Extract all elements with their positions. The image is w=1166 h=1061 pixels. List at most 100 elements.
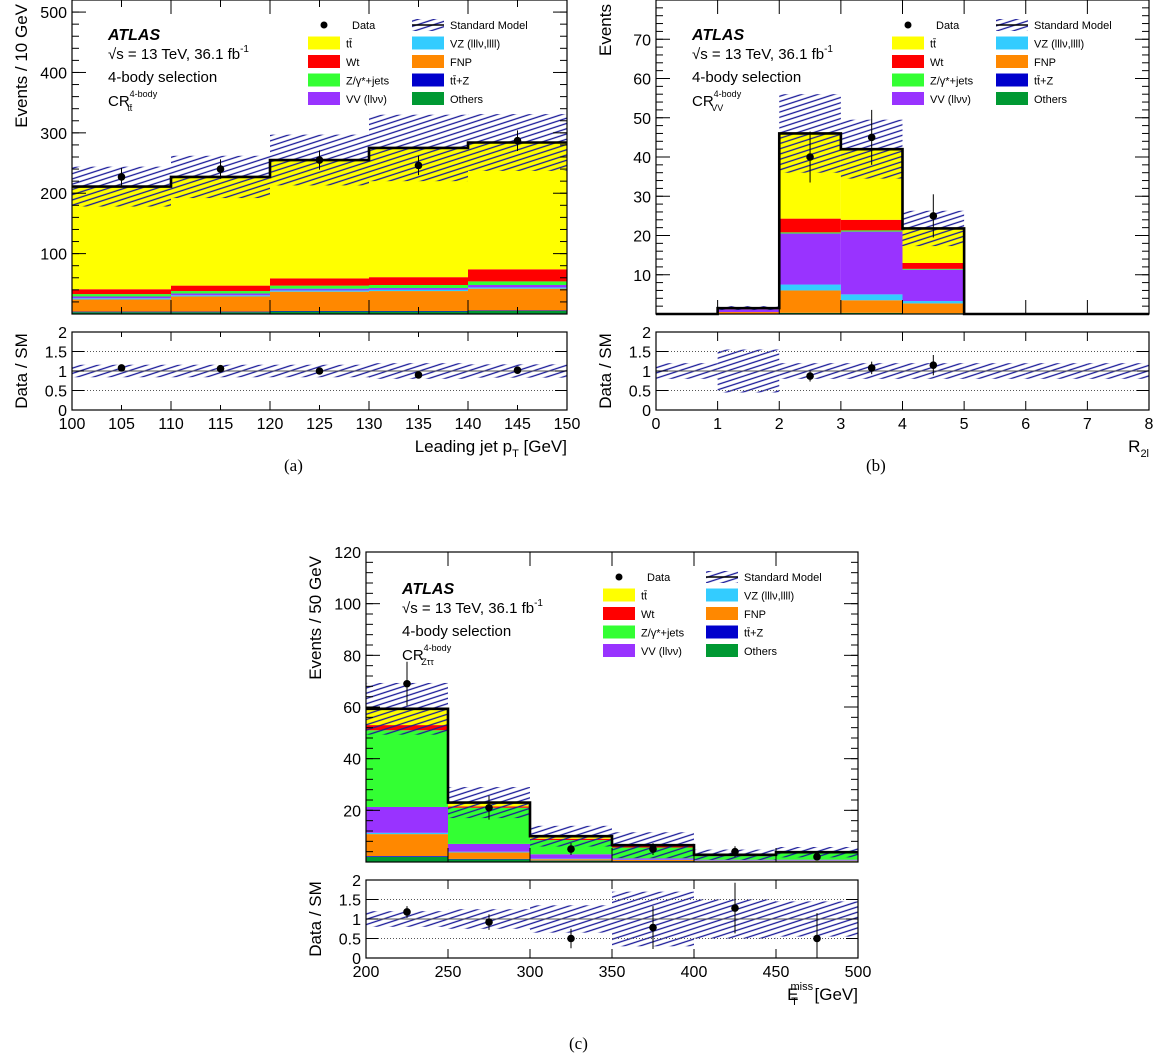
stack-bar-fnp-bin-2 — [270, 291, 369, 311]
stack-bar-ttz-bin-0 — [366, 856, 448, 857]
data-point-3 — [649, 845, 657, 853]
x-tick-label-9: 145 — [504, 416, 531, 433]
x-tick-label-3: 115 — [208, 416, 234, 433]
y-tick-label-1: 20 — [633, 229, 651, 246]
atlas-label: ATLAS — [401, 581, 454, 598]
legend-data-label: Data — [936, 20, 960, 32]
stack-bar-fnp-bin-4 — [694, 860, 776, 862]
ratio-point-3 — [414, 371, 423, 379]
ratio-point-0 — [117, 364, 126, 372]
data-point-2 — [315, 156, 324, 164]
stack-bar-vz-bin-2 — [270, 290, 369, 292]
y-tick-label-2: 30 — [633, 189, 651, 206]
legend-label-ttbar: tt̄ — [641, 590, 647, 602]
legend-swatch-wt — [892, 55, 924, 68]
x-tick-label-8: 140 — [455, 416, 482, 433]
stack-bar-vz-bin-2 — [530, 858, 612, 860]
legend-data-label: Data — [352, 20, 376, 32]
stack-bar-vz-bin-4 — [468, 287, 567, 289]
stack-bar-zjets-bin-3 — [369, 285, 468, 289]
stack-bar-fnp-bin-1 — [717, 312, 780, 314]
ratio-y-tick-label-2: 1 — [642, 364, 651, 381]
stack-bar-vv-bin-4 — [694, 859, 776, 861]
data-point-2 — [567, 845, 575, 853]
stack-bar-fnp-bin-5 — [776, 860, 858, 862]
chart-panel-a: 100 200 300 400 500 Events / 10 GeV 100 105 110 1… — [12, 0, 580, 460]
x-tick-label-5: 125 — [306, 416, 333, 433]
legend-label-vz: VZ (lllν,llll) — [450, 39, 500, 51]
region-label: CR4-body tt̄ — [108, 89, 158, 113]
legend-label-fnp: FNP — [450, 57, 472, 69]
y-axis-title: Events / 50 GeV — [306, 555, 325, 679]
stack-bar-vv-bin-4 — [468, 285, 567, 288]
legend-swatch-zjets — [603, 625, 635, 639]
ratio-y-tick-label-1: 0.5 — [629, 384, 651, 401]
legend-label-wt: Wt — [641, 609, 654, 621]
legend-label-ttz: tt̄+Z — [1034, 75, 1054, 87]
ratio-y-axis-title: Data / SM — [306, 881, 325, 957]
stack-bar-zjets-bin-2 — [270, 285, 369, 289]
y-tick-label-4: 100 — [334, 597, 361, 614]
caption-b: (b) — [866, 456, 886, 475]
ratio-y-tick-label-4: 2 — [642, 325, 651, 342]
region-label: CR4-body VV — [692, 89, 742, 113]
legend-swatch-ttbar — [892, 36, 924, 50]
legend-data-marker — [320, 21, 328, 29]
stack-bar-vv-bin-3 — [612, 858, 694, 860]
energy-lumi-label: √s = 13 TeV, 36.1 fb-1 — [402, 598, 543, 617]
stack-bar-zjets-bin-4 — [902, 268, 965, 270]
stack-bar-vv-bin-3 — [369, 288, 468, 290]
x-tick-label-7: 7 — [1083, 416, 1092, 433]
legend-label-vv: VV (llνν) — [641, 646, 682, 658]
stack-bar-fnp-bin-4 — [902, 303, 965, 314]
x-tick-label-1: 105 — [108, 416, 135, 433]
legend-swatch-fnp — [412, 55, 444, 68]
legend-swatch-ttz — [412, 73, 444, 87]
data-point-1 — [485, 803, 493, 812]
legend-label-ttz: tt̄+Z — [450, 75, 470, 87]
y-tick-label-0: 10 — [633, 268, 651, 285]
ratio-point-2 — [567, 934, 575, 943]
legend-swatch-zjets — [892, 73, 924, 87]
ratio-point-1 — [216, 364, 225, 373]
x-tick-label-6: 130 — [356, 416, 383, 433]
legend-label-vv: VV (llνν) — [930, 94, 971, 106]
stack-bar-fnp-bin-2 — [779, 290, 841, 313]
ratio-point-0 — [403, 908, 411, 916]
caption-c: (c) — [569, 1034, 588, 1053]
stack-bar-vv-bin-1 — [717, 309, 780, 313]
stack-bar-zjets-bin-2 — [779, 232, 841, 234]
legend-data-label: Data — [647, 572, 671, 584]
legend-label-zjets: Z/γ*+jets — [930, 76, 974, 88]
legend-label-zjets: Z/γ*+jets — [346, 76, 390, 88]
legend-label-zjets: Z/γ*+jets — [641, 628, 685, 640]
legend-label-wt: Wt — [346, 57, 359, 69]
ratio-y-tick-label-3: 1.5 — [629, 345, 651, 362]
y-tick-label-6: 70 — [633, 32, 651, 49]
y-tick-label-3: 400 — [40, 65, 67, 82]
ratio-point-2 — [315, 367, 324, 375]
legend-swatch-others — [706, 644, 738, 657]
data-point-4 — [513, 136, 522, 145]
legend-swatch-zjets — [308, 73, 340, 87]
ratio-y-tick-label-0: 0 — [642, 403, 651, 420]
stack-bar-wt-bin-4 — [468, 269, 567, 282]
stack-bar-wt-bin-0 — [72, 289, 171, 295]
legend-swatch-fnp — [706, 607, 738, 620]
x-tick-label-2: 110 — [158, 416, 184, 433]
stack-bar-wt-bin-2 — [779, 218, 841, 233]
x-tick-label-7: 135 — [405, 416, 432, 433]
atlas-label: ATLAS — [691, 27, 744, 44]
x-tick-label-6: 6 — [1021, 416, 1030, 433]
stack-bar-fnp-bin-1 — [171, 296, 270, 312]
y-tick-label-3: 80 — [343, 648, 361, 665]
stack-bar-others-bin-2 — [530, 860, 612, 862]
y-tick-label-4: 50 — [633, 111, 651, 128]
x-axis-title: Leading jet pT [GeV] — [415, 437, 567, 460]
stack-bar-fnp-bin-2 — [530, 859, 612, 861]
ratio-point-0 — [806, 372, 814, 380]
legend-swatch-ttz — [996, 73, 1028, 87]
